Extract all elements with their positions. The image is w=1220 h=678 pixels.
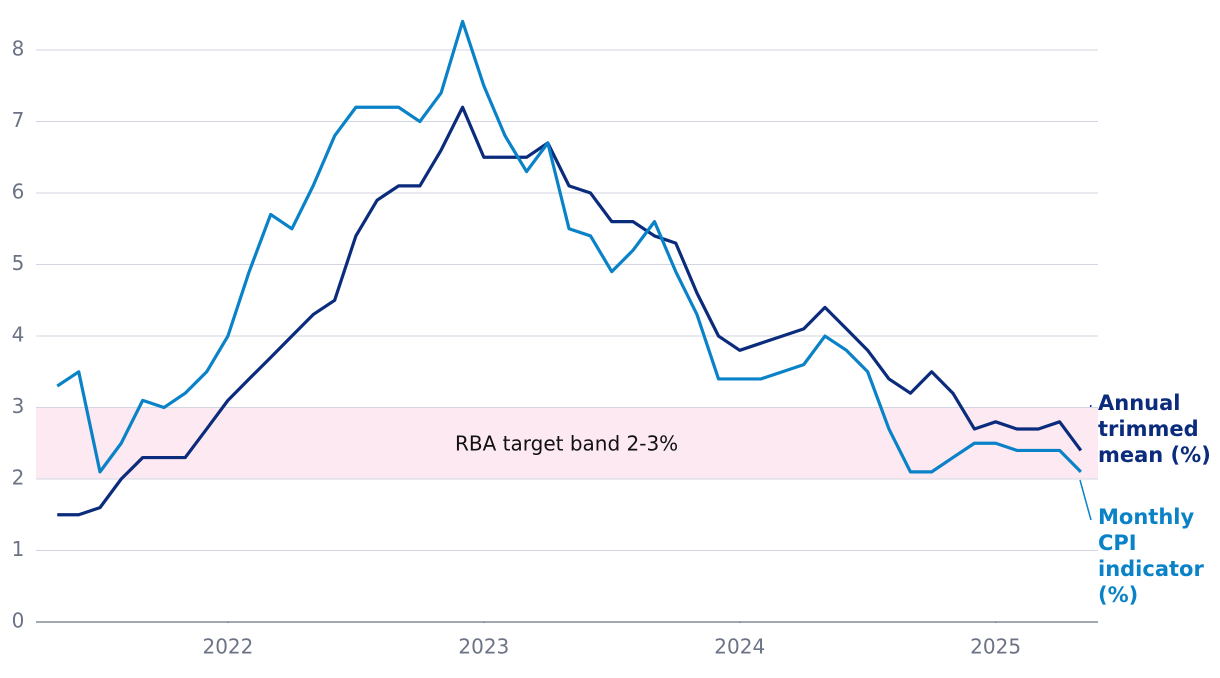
series-label-box: Monthly CPI indicator (%): [1098, 505, 1204, 607]
band-label: RBA target band 2-3%: [455, 432, 678, 456]
series-line: [57, 105, 1083, 517]
y-tick-label: 8: [12, 37, 25, 61]
x-tick-label: 2023: [458, 635, 509, 659]
y-tick-label: 6: [12, 180, 25, 204]
series-label: Monthly CPI indicator (%): [1098, 505, 1204, 607]
y-tick-label: 2: [12, 466, 25, 490]
x-tick-label: 2025: [970, 635, 1021, 659]
y-tick-label: 0: [12, 609, 25, 633]
x-tick-label: 2024: [714, 635, 765, 659]
y-tick-label: 7: [12, 108, 25, 132]
series-label-box: Annual trimmed mean (%): [1098, 391, 1211, 467]
leader-line: [1079, 479, 1092, 521]
series-label: Annual trimmed mean (%): [1098, 391, 1211, 467]
series-line: [56, 19, 1082, 474]
y-tick-label: 5: [12, 251, 25, 275]
y-tick-label: 1: [12, 537, 25, 561]
y-tick-label: 4: [12, 323, 25, 347]
x-tick-label: 2022: [202, 635, 253, 659]
y-tick-label: 3: [12, 394, 25, 418]
